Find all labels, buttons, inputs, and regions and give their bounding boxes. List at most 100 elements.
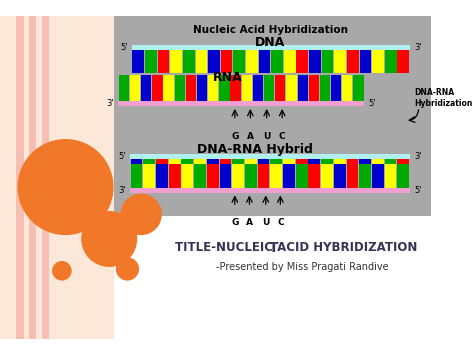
Bar <box>141 75 151 100</box>
Bar <box>397 164 409 188</box>
Bar <box>145 50 157 73</box>
Text: 3': 3' <box>414 152 422 161</box>
Bar <box>242 75 252 100</box>
Text: 5': 5' <box>120 43 128 52</box>
Bar <box>114 216 431 339</box>
Bar <box>143 164 155 188</box>
Bar <box>284 50 296 73</box>
Bar <box>169 159 181 182</box>
Bar <box>245 159 257 182</box>
Bar <box>309 50 321 73</box>
Bar <box>170 50 182 73</box>
Bar <box>275 75 285 100</box>
Text: -Presented by Miss Pragati Randive: -Presented by Miss Pragati Randive <box>216 262 388 272</box>
Bar <box>322 50 333 73</box>
Bar <box>233 50 245 73</box>
Bar <box>286 75 297 100</box>
Bar <box>197 75 207 100</box>
Bar <box>384 164 396 188</box>
Bar <box>219 164 231 188</box>
Bar <box>309 164 320 188</box>
Bar <box>283 159 295 182</box>
Bar <box>194 164 206 188</box>
Bar <box>17 16 24 339</box>
Bar <box>194 159 206 182</box>
Bar <box>130 75 140 100</box>
Bar <box>143 159 155 182</box>
Bar <box>397 50 409 73</box>
Bar <box>372 164 384 188</box>
Bar <box>174 75 185 100</box>
Bar <box>208 50 220 73</box>
Text: 5': 5' <box>414 186 422 195</box>
Bar <box>132 45 410 50</box>
Bar <box>221 50 232 73</box>
Bar <box>130 188 410 192</box>
Bar <box>397 159 409 182</box>
Bar <box>196 50 207 73</box>
Bar <box>298 75 308 100</box>
Bar <box>271 50 283 73</box>
Bar <box>372 159 384 182</box>
Text: Nucleic Acid Hybridization: Nucleic Acid Hybridization <box>193 25 348 35</box>
Text: 5': 5' <box>118 152 126 161</box>
Bar <box>354 75 364 100</box>
Bar <box>309 159 320 182</box>
Text: T: T <box>268 241 278 255</box>
Text: U: U <box>262 218 270 227</box>
Text: DNA-RNA Hybrid: DNA-RNA Hybrid <box>197 143 313 156</box>
Bar <box>132 50 144 73</box>
Bar <box>372 50 384 73</box>
Bar <box>183 50 195 73</box>
Text: 3': 3' <box>414 43 422 52</box>
Bar <box>207 164 219 188</box>
Text: C: C <box>277 218 283 227</box>
Bar <box>219 159 231 182</box>
Bar <box>182 164 193 188</box>
Circle shape <box>117 258 138 280</box>
Bar <box>131 159 142 182</box>
Bar <box>334 50 346 73</box>
Text: A: A <box>246 218 253 227</box>
Bar <box>246 50 258 73</box>
Bar <box>321 159 333 182</box>
Bar <box>164 75 174 100</box>
Text: DNA-RNA
Hybridization: DNA-RNA Hybridization <box>414 88 473 108</box>
Text: 3': 3' <box>106 99 114 108</box>
Circle shape <box>121 194 161 234</box>
Bar <box>208 75 219 100</box>
Bar <box>152 75 163 100</box>
Bar <box>42 16 49 339</box>
Bar <box>331 75 341 100</box>
Bar <box>186 75 196 100</box>
Bar <box>232 159 244 182</box>
Text: G: G <box>231 218 238 227</box>
Bar <box>29 16 36 339</box>
Bar <box>131 164 142 188</box>
Bar <box>309 75 319 100</box>
Bar <box>342 75 353 100</box>
Bar <box>156 159 168 182</box>
Bar <box>130 154 410 159</box>
Bar <box>296 164 308 188</box>
Bar <box>347 50 359 73</box>
Bar <box>156 164 168 188</box>
Bar <box>0 16 114 339</box>
Bar <box>283 164 295 188</box>
Bar <box>253 75 263 100</box>
Bar <box>346 159 358 182</box>
Text: TITLE-NUCLEIC ACID HYBRIDIZATION: TITLE-NUCLEIC ACID HYBRIDIZATION <box>175 241 417 254</box>
Bar <box>270 159 282 182</box>
Bar <box>296 159 308 182</box>
Bar <box>258 159 269 182</box>
Text: RNA: RNA <box>213 71 242 84</box>
Text: C: C <box>279 132 285 141</box>
Bar <box>230 75 241 100</box>
Bar <box>270 164 282 188</box>
Bar <box>296 50 308 73</box>
Bar <box>207 159 219 182</box>
Bar <box>245 164 257 188</box>
Circle shape <box>18 140 113 234</box>
Bar <box>360 50 371 73</box>
Bar <box>118 100 364 106</box>
